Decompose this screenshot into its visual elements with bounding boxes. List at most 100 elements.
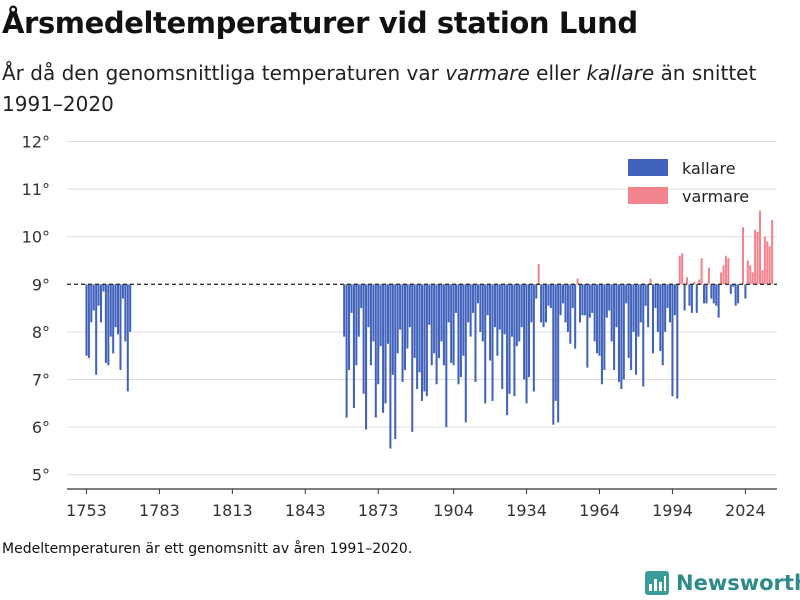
bar-kallare	[625, 284, 628, 304]
bar-kallare	[717, 284, 720, 318]
bar-varmare	[681, 253, 684, 285]
bar-kallare	[676, 284, 679, 399]
bar-kallare	[396, 284, 399, 354]
bar-kallare	[469, 284, 472, 337]
bar-kallare	[703, 284, 706, 304]
bar-kallare	[367, 284, 370, 328]
bar-kallare	[647, 284, 650, 328]
bar-kallare	[535, 284, 538, 299]
bar-kallare	[357, 284, 360, 337]
bar-kallare	[559, 284, 562, 316]
chart-subtitle: År då den genomsnittliga temperaturen va…	[2, 58, 782, 120]
bar-kallare	[399, 284, 402, 330]
bar-kallare	[403, 284, 406, 370]
subtitle-cold-word: kallare	[586, 61, 655, 85]
bar-kallare	[583, 284, 586, 316]
bar-kallare	[97, 284, 100, 306]
bar-kallare	[608, 284, 611, 311]
y-tick-label: 7°	[32, 371, 50, 390]
bar-kallare	[737, 284, 740, 304]
bar-kallare	[491, 284, 494, 401]
bar-kallare	[515, 284, 518, 347]
y-tick-label: 12°	[22, 133, 50, 152]
bar-kallare	[433, 284, 436, 354]
bar-kallare	[564, 284, 567, 323]
bar-kallare	[656, 284, 659, 332]
bar-kallare	[496, 284, 499, 356]
bar-kallare	[510, 284, 513, 337]
bar-kallare	[544, 284, 548, 323]
bar-kallare	[486, 284, 489, 316]
bar-kallare	[503, 284, 506, 335]
bar-kallare	[360, 284, 363, 309]
bar-kallare	[389, 284, 392, 449]
bar-kallare	[596, 284, 599, 354]
bar-kallare	[671, 284, 674, 397]
bar-kallare	[467, 284, 470, 323]
bar-kallare	[124, 284, 127, 342]
subtitle-part-1: År då den genomsnittliga temperaturen va…	[2, 61, 446, 85]
temperature-bar-chart: 5° 6° 7° 8° 9° 10° 11° 12° 1753 1783 1813 1843 1873 1…	[22, 133, 777, 520]
bar-kallare	[613, 284, 616, 370]
bar-kallare	[598, 284, 601, 356]
bar-kallare	[508, 284, 511, 394]
bar-kallare	[119, 284, 122, 370]
bar-kallare	[107, 284, 110, 366]
bar-kallare	[501, 284, 504, 390]
bar-varmare	[698, 279, 701, 285]
bar-varmare	[693, 281, 696, 285]
bar-kallare	[562, 284, 565, 304]
bar-kallare	[447, 284, 450, 323]
bar-kallare	[673, 284, 676, 316]
y-tick-label: 9°	[32, 275, 50, 294]
bar-kallare	[438, 284, 441, 359]
bar-kallare	[413, 284, 416, 359]
bar-kallare	[644, 284, 647, 306]
legend-swatch-varmare	[628, 187, 668, 204]
bar-kallare	[659, 284, 662, 351]
bar-kallare	[102, 284, 105, 292]
bar-kallare	[710, 284, 713, 299]
x-tick-label: 1994	[652, 501, 693, 520]
bar-kallare	[705, 284, 708, 304]
bar-kallare	[634, 284, 637, 375]
bar-kallare	[489, 284, 492, 361]
bar-kallare	[588, 284, 591, 318]
legend-label-kallare: kallare	[682, 159, 736, 178]
bar-kallare	[420, 284, 424, 401]
bar-kallare	[666, 284, 669, 309]
bar-varmare	[576, 278, 579, 285]
bar-kallare	[695, 284, 698, 313]
bar-varmare	[686, 277, 689, 285]
bar-kallare	[430, 284, 433, 366]
bar-kallare	[129, 284, 132, 332]
bar-kallare	[668, 284, 672, 323]
bar-kallare	[688, 284, 691, 306]
bar-varmare	[771, 220, 774, 285]
bar-kallare	[87, 284, 90, 359]
bar-kallare	[566, 284, 569, 332]
bar-kallare	[615, 284, 618, 328]
legend: kallare varmare	[628, 159, 749, 206]
bar-kallare	[729, 284, 732, 294]
bar-kallare	[661, 284, 664, 366]
x-tick-label: 1753	[66, 501, 107, 520]
bar-kallare	[386, 284, 389, 344]
bar-kallare	[104, 284, 107, 363]
bar-kallare	[513, 284, 516, 397]
bar-kallare	[586, 284, 589, 368]
x-tick-label: 1964	[579, 501, 620, 520]
y-tick-label: 11°	[22, 180, 50, 199]
bar-varmare	[754, 229, 757, 285]
newsworthy-logo-text: Newsworthy	[676, 571, 800, 595]
bar-kallare	[525, 284, 528, 404]
newsworthy-logo[interactable]: Newsworthy	[644, 570, 800, 596]
bar-kallare	[365, 284, 368, 430]
bar-kallare	[435, 284, 438, 385]
bar-kallare	[637, 284, 640, 337]
bar-kallare	[394, 284, 397, 440]
bar-varmare	[758, 210, 761, 285]
bar-kallare	[547, 284, 550, 306]
bar-kallare	[109, 284, 112, 337]
bar-kallare	[350, 284, 353, 313]
